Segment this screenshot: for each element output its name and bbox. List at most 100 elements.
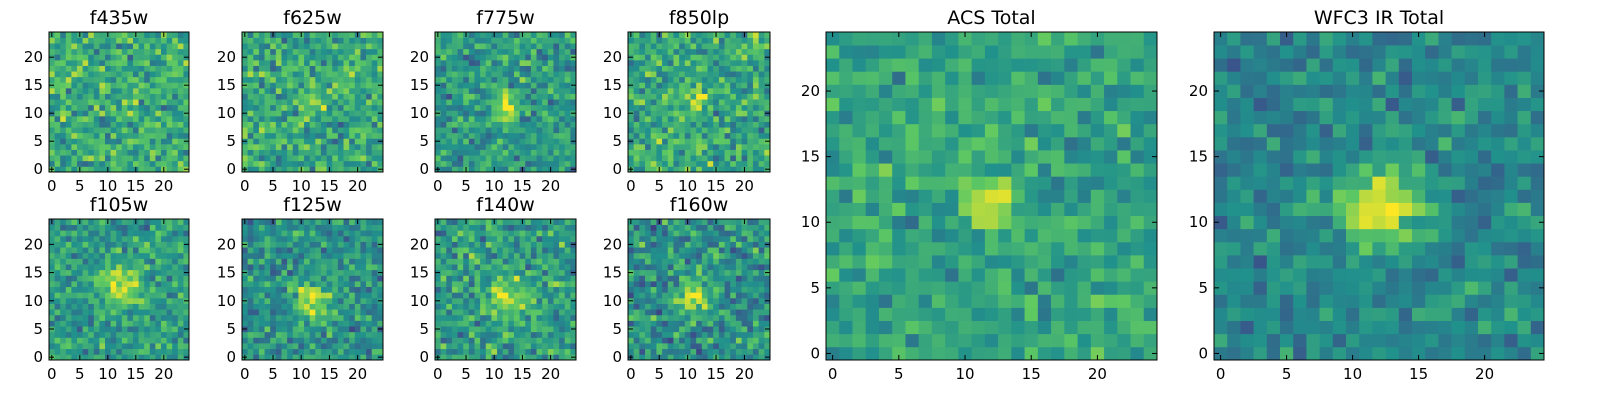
heatmap-cell bbox=[752, 314, 759, 321]
heatmap-cell bbox=[564, 264, 571, 271]
heatmap-cell bbox=[253, 320, 260, 327]
heatmap-cell bbox=[547, 82, 554, 89]
heatmap-cell bbox=[485, 320, 492, 327]
heatmap-cell bbox=[287, 230, 294, 237]
heatmap-cell bbox=[485, 281, 492, 288]
heatmap-cell bbox=[650, 292, 657, 299]
heatmap-cell bbox=[270, 127, 277, 134]
heatmap-cell bbox=[468, 354, 475, 361]
heatmap-cell bbox=[287, 127, 294, 134]
heatmap-cell bbox=[177, 65, 184, 72]
heatmap-cell bbox=[54, 224, 61, 231]
heatmap-cell bbox=[553, 247, 560, 254]
heatmap-cell bbox=[701, 54, 708, 61]
heatmap-cell bbox=[166, 48, 173, 55]
heatmap-cell bbox=[366, 127, 373, 134]
heatmap-cell bbox=[559, 292, 566, 299]
heatmap-cell bbox=[673, 32, 680, 38]
heatmap-cell bbox=[446, 286, 453, 293]
heatmap-cell bbox=[354, 37, 361, 44]
heatmap-cell bbox=[77, 320, 83, 327]
heatmap-cell bbox=[519, 43, 526, 50]
heatmap-cell bbox=[105, 160, 111, 167]
heatmap-cell bbox=[463, 252, 470, 259]
heatmap-cell bbox=[155, 127, 162, 134]
heatmap-cell bbox=[673, 331, 680, 338]
heatmap-cell bbox=[758, 286, 765, 293]
heatmap-cell bbox=[457, 88, 464, 94]
heatmap-cell bbox=[547, 138, 554, 145]
heatmap-cell bbox=[525, 88, 532, 94]
heatmap-cell bbox=[93, 297, 100, 304]
heatmap-cell bbox=[662, 326, 669, 333]
heatmap-cell bbox=[127, 292, 134, 299]
heatmap-cell bbox=[183, 292, 190, 299]
heatmap-cell bbox=[292, 155, 299, 162]
heatmap-cell bbox=[525, 43, 532, 50]
heatmap-cell bbox=[144, 82, 151, 89]
heatmap-cell bbox=[138, 230, 145, 237]
heatmap-cell bbox=[468, 149, 475, 156]
heatmap-cell bbox=[177, 326, 184, 333]
heatmap-cell bbox=[724, 309, 731, 316]
heatmap-cell bbox=[645, 99, 652, 106]
heatmap-cell bbox=[71, 82, 78, 89]
heatmap-cell bbox=[304, 269, 311, 276]
heatmap-cell bbox=[371, 60, 378, 66]
heatmap-cell bbox=[82, 309, 89, 316]
heatmap-cell bbox=[242, 60, 248, 66]
heatmap-cell bbox=[60, 160, 67, 167]
heatmap-cell bbox=[172, 297, 179, 304]
heatmap-cell bbox=[304, 224, 311, 231]
heatmap-cell bbox=[93, 219, 100, 225]
heatmap-cell bbox=[343, 155, 350, 162]
heatmap-cell bbox=[105, 104, 111, 111]
heatmap-cell bbox=[724, 160, 731, 167]
heatmap-cell bbox=[138, 93, 145, 100]
heatmap-cell bbox=[82, 235, 89, 242]
heatmap-cell bbox=[161, 286, 167, 293]
heatmap-cell bbox=[679, 320, 686, 327]
heatmap-cell bbox=[71, 303, 78, 310]
heatmap-cell bbox=[491, 252, 498, 259]
heatmap-cell bbox=[724, 326, 731, 333]
heatmap-cell bbox=[645, 138, 652, 145]
heatmap-cell bbox=[281, 230, 288, 237]
heatmap-cell bbox=[764, 93, 771, 100]
heatmap-cell bbox=[559, 104, 566, 111]
heatmap-cell bbox=[639, 82, 646, 89]
heatmap-cell bbox=[696, 60, 703, 66]
heatmap-cell bbox=[320, 160, 327, 167]
heatmap-cell bbox=[177, 354, 184, 361]
heatmap-cell bbox=[435, 343, 441, 350]
heatmap-cell bbox=[491, 65, 498, 72]
heatmap-cell bbox=[258, 286, 265, 293]
heatmap-cell bbox=[724, 127, 731, 134]
heatmap-cell bbox=[701, 71, 708, 78]
heatmap-cell bbox=[183, 247, 190, 254]
heatmap-cell bbox=[536, 76, 543, 83]
heatmap-cell bbox=[741, 76, 748, 83]
heatmap-cell bbox=[696, 297, 703, 304]
heatmap-cell bbox=[172, 264, 179, 271]
heatmap-cell bbox=[332, 132, 339, 139]
heatmap-cell bbox=[309, 219, 316, 225]
heatmap-cell bbox=[127, 93, 134, 100]
heatmap-cell bbox=[440, 309, 447, 316]
heatmap-cell bbox=[332, 348, 339, 355]
heatmap-cell bbox=[281, 155, 288, 162]
heatmap-cell bbox=[645, 71, 652, 78]
heatmap-cell bbox=[71, 331, 78, 338]
heatmap-cell bbox=[127, 138, 134, 145]
heatmap-cell bbox=[525, 127, 532, 134]
heatmap-cell bbox=[105, 99, 111, 106]
heatmap-cell bbox=[309, 37, 316, 44]
heatmap-cell bbox=[377, 303, 384, 310]
heatmap-cell bbox=[99, 297, 106, 304]
heatmap-cell bbox=[508, 224, 515, 231]
heatmap-cell bbox=[183, 275, 190, 282]
heatmap-cell bbox=[485, 224, 492, 231]
heatmap-cell bbox=[270, 65, 277, 72]
heatmap-cell bbox=[684, 269, 691, 276]
heatmap-cell bbox=[679, 32, 686, 38]
